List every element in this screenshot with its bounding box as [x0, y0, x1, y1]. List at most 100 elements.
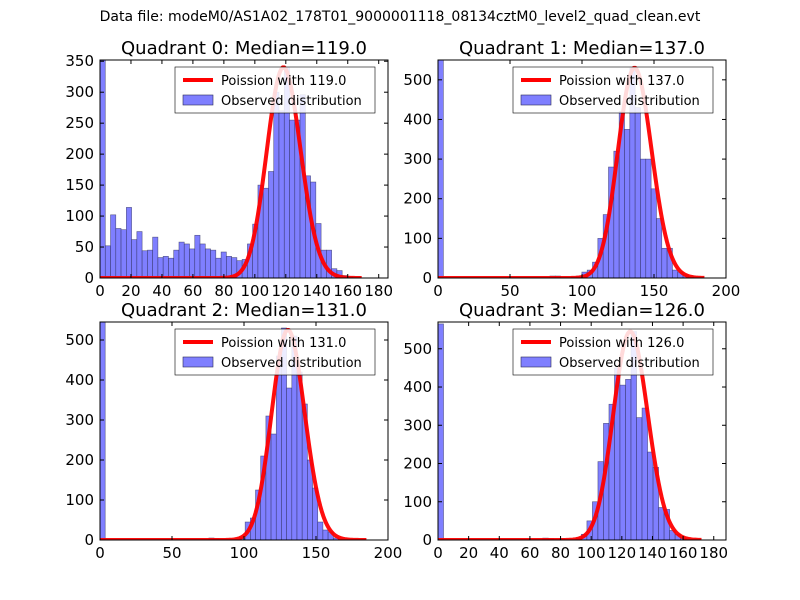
histogram-bar — [278, 110, 285, 278]
legend-poisson-label: Poission with 131.0 — [221, 336, 346, 351]
y-tick-label: 250 — [65, 114, 94, 132]
histogram-bar — [624, 129, 631, 278]
histogram-bar — [636, 417, 643, 540]
histogram-bar — [650, 188, 657, 278]
subplot-quadrant-0: 0 20 40 60 80 100 120 140 160 1800501001502002503… — [65, 38, 393, 300]
histogram-bar — [322, 529, 329, 540]
y-tick-label: 200 — [65, 145, 94, 163]
y-tick-label: 200 — [65, 451, 94, 469]
subplot-title: Quadrant 2: Median=131.0 — [121, 300, 367, 321]
histogram-bar — [645, 158, 652, 278]
y-tick-label: 300 — [65, 83, 94, 101]
x-tick-label: 160 — [669, 544, 698, 562]
histogram-bar — [619, 384, 626, 540]
x-tick-label: 80 — [551, 544, 570, 562]
legend-observed-swatch — [520, 94, 552, 106]
y-tick-label: 500 — [65, 331, 94, 349]
x-tick-label: 40 — [152, 282, 171, 300]
histogram-bar — [136, 231, 143, 278]
x-tick-label: 50 — [162, 544, 181, 562]
x-tick-label: 0 — [95, 544, 105, 562]
x-tick-label: 180 — [364, 282, 393, 300]
x-tick-label: 120 — [608, 544, 637, 562]
histogram-bar — [126, 207, 132, 278]
histogram-bar — [152, 236, 159, 278]
y-tick-label: 150 — [65, 176, 94, 194]
histogram-bar — [162, 256, 169, 278]
legend-observed-swatch — [182, 356, 214, 368]
axes-frame — [437, 321, 727, 541]
legend-box — [512, 328, 714, 376]
figure-suptitle: Data file: modeM0/AS1A02_178T01_90000011… — [99, 9, 701, 25]
histogram-bar — [110, 214, 117, 278]
histogram-bar — [178, 241, 185, 278]
x-tick-label: 20 — [121, 282, 140, 300]
y-tick-label: 0 — [422, 531, 432, 549]
histogram-bar — [640, 158, 647, 278]
histogram-bar — [141, 250, 148, 278]
histogram-bar — [270, 433, 277, 540]
x-tick-label: 80 — [214, 282, 233, 300]
y-tick-label: 400 — [65, 371, 94, 389]
x-tick-label: 180 — [699, 544, 728, 562]
y-tick-label: 300 — [403, 416, 432, 434]
legend: Poission with 131.0 Observed distribution — [174, 328, 376, 376]
legend-observed-swatch — [182, 94, 214, 106]
histogram-bar — [168, 257, 175, 278]
y-tick-label: 100 — [65, 207, 94, 225]
x-tick-label: 100 — [241, 282, 270, 300]
x-tick-label: 60 — [520, 544, 539, 562]
y-tick-label: 400 — [403, 110, 432, 128]
histogram-bar — [317, 521, 324, 540]
axes-frame — [99, 59, 389, 279]
y-tick-label: 0 — [84, 269, 94, 287]
y-tick-label: 0 — [422, 269, 432, 287]
histogram-bar — [194, 234, 201, 278]
histogram-bar — [641, 407, 648, 540]
x-tick-label: 200 — [374, 544, 403, 562]
histogram-bar — [262, 187, 269, 278]
x-tick-label: 100 — [577, 544, 606, 562]
legend-observed-label: Observed distribution — [559, 356, 700, 371]
plot-area — [100, 60, 363, 278]
x-tick-label: 150 — [302, 544, 331, 562]
histogram-bar — [100, 322, 106, 540]
y-tick-label: 300 — [403, 150, 432, 168]
y-tick-label: 300 — [65, 411, 94, 429]
y-tick-label: 200 — [403, 455, 432, 473]
x-tick-label: 0 — [433, 282, 443, 300]
legend: Poission with 126.0 Observed distribution — [512, 328, 714, 376]
legend-poisson-label: Poission with 119.0 — [221, 74, 346, 89]
histogram-bar — [661, 247, 668, 278]
y-tick-label: 50 — [75, 238, 94, 256]
subplot-title: Quadrant 3: Median=126.0 — [459, 300, 705, 321]
subplot-quadrant-3: 0 20 40 60 80 100 120 140 160 1800100200300400500… — [403, 300, 728, 562]
histogram-bar — [173, 249, 180, 278]
legend-box — [174, 328, 376, 376]
x-tick-label: 200 — [712, 282, 741, 300]
x-tick-label: 100 — [568, 282, 597, 300]
histogram-bar — [210, 249, 217, 278]
legend-observed-label: Observed distribution — [559, 94, 700, 109]
histogram-bar — [438, 60, 444, 278]
histogram-bar — [286, 387, 293, 540]
histogram-bar — [226, 256, 232, 278]
y-tick-label: 500 — [403, 340, 432, 358]
histogram-bar — [647, 451, 654, 540]
poisson-curve — [100, 65, 363, 278]
histogram-bar — [189, 248, 196, 278]
y-tick-label: 200 — [403, 190, 432, 208]
legend-box — [512, 66, 714, 114]
y-tick-label: 100 — [403, 493, 432, 511]
histogram-bar — [672, 269, 679, 278]
subplot-quadrant-2: 0 50 100 150 200 0 100 200 300 400 500 Quadrant 2: … — [65, 300, 402, 562]
histogram-bar — [658, 507, 665, 540]
histogram-bar — [147, 249, 153, 278]
histogram-bar — [131, 239, 138, 278]
legend-poisson-label: Poission with 126.0 — [559, 336, 684, 351]
legend: Poission with 137.0 Observed distribution — [512, 66, 714, 114]
histogram-bar — [634, 107, 641, 278]
legend-poisson-label: Poission with 137.0 — [559, 74, 684, 89]
histogram-bar — [199, 243, 206, 278]
